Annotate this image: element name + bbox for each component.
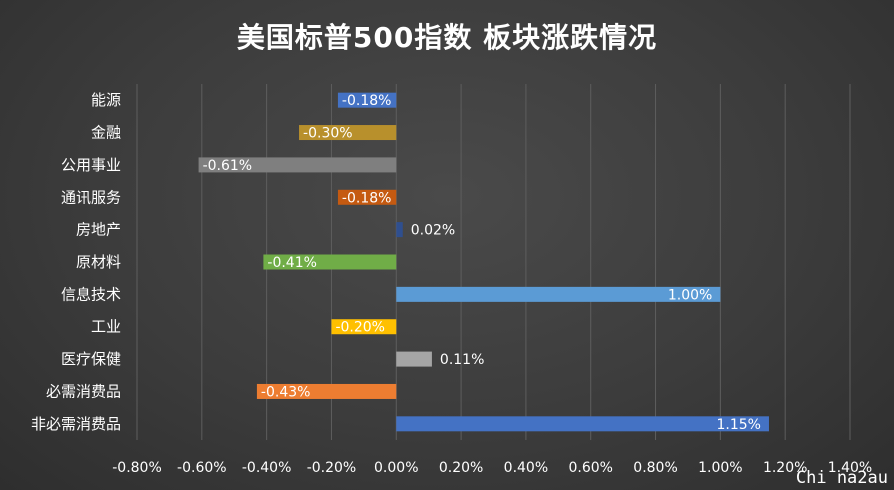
x-tick-label: 0.40%	[504, 460, 548, 476]
data-label: -0.30%	[303, 126, 353, 142]
bar	[256, 383, 397, 399]
data-label: -0.61%	[203, 158, 253, 174]
x-tick-label: 0.80%	[633, 460, 677, 476]
bar	[396, 351, 432, 367]
x-tick-label: -0.60%	[177, 460, 227, 476]
x-tick-label: -0.20%	[307, 460, 357, 476]
category-label: 必需消费品	[46, 382, 121, 400]
category-label: 房地产	[76, 221, 121, 239]
category-label: 原材料	[76, 253, 121, 271]
data-label: -0.41%	[267, 255, 317, 271]
watermark: Chi na2au	[795, 468, 888, 488]
bar	[198, 157, 397, 173]
data-label: -0.20%	[335, 320, 385, 336]
x-tick-label: 0.60%	[568, 460, 612, 476]
data-label: 0.02%	[411, 223, 455, 239]
bar	[396, 286, 721, 302]
category-label: 能源	[91, 91, 121, 109]
x-tick-label: 1.00%	[698, 460, 742, 476]
x-tick-label: 1.20%	[763, 460, 807, 476]
x-tick-label: -0.80%	[112, 460, 162, 476]
x-tick-label: 0.20%	[439, 460, 483, 476]
bar	[263, 254, 397, 270]
category-label: 医疗保健	[61, 350, 121, 368]
category-label: 通讯服务	[61, 188, 121, 206]
x-tick-label: 0.00%	[374, 460, 418, 476]
bar	[299, 125, 397, 141]
data-label: -0.18%	[342, 93, 392, 109]
data-label: 1.15%	[716, 417, 760, 433]
bar	[331, 319, 397, 335]
category-label: 信息技术	[61, 285, 121, 303]
x-tick-label: 1.40%	[828, 460, 872, 476]
category-label: 非必需消费品	[31, 415, 121, 433]
category-label: 金融	[91, 124, 121, 142]
bar	[337, 189, 397, 205]
data-label: -0.18%	[342, 190, 392, 206]
category-label: 工业	[91, 318, 121, 336]
data-label: 1.00%	[668, 287, 712, 303]
chart-title: 美国标普500指数 板块涨跌情况	[236, 21, 658, 54]
bar	[396, 416, 769, 432]
data-label: 0.11%	[440, 352, 484, 368]
data-label: -0.43%	[261, 384, 311, 400]
bar	[396, 222, 403, 238]
bar	[337, 92, 397, 108]
x-tick-label: -0.40%	[242, 460, 292, 476]
category-label: 公用事业	[61, 156, 121, 174]
